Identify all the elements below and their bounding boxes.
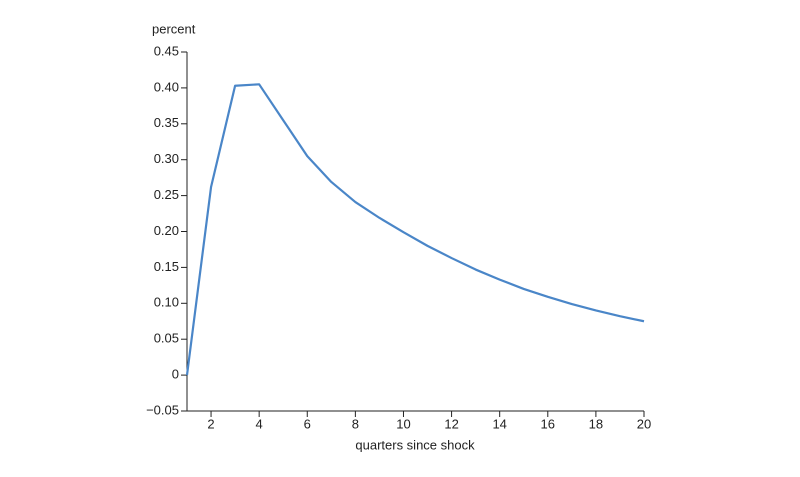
y-tick-label: 0.15	[154, 259, 179, 274]
x-tick-label: 6	[304, 416, 311, 431]
x-tick-label: 4	[256, 416, 263, 431]
y-tick-label: 0.40	[154, 79, 179, 94]
y-tick-label: −0.05	[146, 402, 179, 417]
x-axis-label: quarters since shock	[355, 437, 475, 452]
y-tick-label: 0.20	[154, 223, 179, 238]
y-tick-label: 0.30	[154, 151, 179, 166]
y-tick-label: 0	[172, 367, 179, 382]
line	[185, 83, 645, 376]
x-tick-label: 14	[492, 416, 506, 431]
y-tick-label: 0.10	[154, 295, 179, 310]
x-tick-label: 18	[589, 416, 603, 431]
x-tick-label: 10	[396, 416, 410, 431]
y-unit-label: percent	[152, 21, 196, 36]
x-tick-label: 8	[352, 416, 359, 431]
y-tick-label: 0.45	[154, 43, 179, 58]
x-tick-label: 20	[637, 416, 651, 431]
y-tick-label: 0.25	[154, 187, 179, 202]
x-tick-label: 2	[207, 416, 214, 431]
y-tick-label: 0.35	[154, 115, 179, 130]
x-tick-label: 16	[541, 416, 555, 431]
y-tick-label: 0.05	[154, 331, 179, 346]
x-tick-label: 12	[444, 416, 458, 431]
